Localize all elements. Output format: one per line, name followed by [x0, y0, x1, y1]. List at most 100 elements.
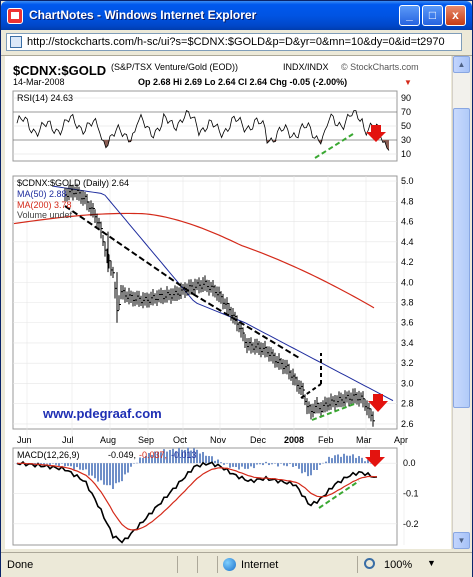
zoom-dropdown-icon[interactable]: ▼ — [427, 558, 436, 568]
macd-tick-label: -0.2 — [403, 519, 419, 529]
macd-histogram-bar — [106, 463, 108, 486]
macd-histogram-bar — [58, 463, 60, 467]
macd-histogram-bar — [193, 448, 195, 464]
address-url[interactable]: http://stockcharts.com/h-sc/ui?s=$CDNX:$… — [27, 36, 445, 48]
macd-histogram-bar — [310, 463, 312, 476]
price-trendline-2 — [192, 293, 302, 360]
macd-histogram-bar — [208, 456, 210, 464]
vertical-scrollbar[interactable]: ▲ ▼ — [452, 56, 470, 549]
macd-histogram-bar — [211, 456, 213, 464]
macd-histogram-bar — [316, 463, 318, 470]
chart-ohlc: Op 2.68 Hi 2.69 Lo 2.64 Cl 2.64 Chg -0.0… — [138, 77, 347, 87]
macd-histogram-bar — [190, 450, 192, 464]
macd-signal-line — [16, 462, 378, 531]
zoom-level[interactable]: 100% — [384, 559, 413, 571]
macd-histogram-bar — [142, 457, 144, 464]
zoom-magnifier-icon — [364, 558, 375, 569]
macd-histogram-bar — [91, 463, 93, 476]
price-tick-label: 3.8 — [401, 298, 414, 308]
macd-line — [16, 460, 378, 544]
macd-histogram-bar — [283, 463, 285, 466]
macd-tick-label: -0.1 — [403, 488, 419, 498]
macd-histogram-bar — [61, 463, 63, 464]
month-label: Oct — [173, 435, 188, 445]
month-label: Jun — [17, 435, 32, 445]
status-divider — [197, 556, 198, 573]
macd-histogram-bar — [223, 463, 225, 465]
macd-histogram-bar — [349, 455, 351, 464]
macd-histogram-bar — [328, 456, 330, 464]
price-tick-label: 2.6 — [401, 419, 414, 429]
price-tick-label: 4.8 — [401, 196, 414, 206]
price-legend-ma50: MA(50) 2.88 — [17, 189, 67, 199]
ma200-line — [13, 212, 375, 309]
close-button[interactable]: x — [445, 5, 466, 26]
rsi-tick-label: 10 — [401, 149, 411, 159]
macd-histogram-bar — [127, 463, 129, 473]
rsi-line — [16, 110, 390, 151]
security-zone[interactable]: Internet — [241, 559, 279, 571]
status-divider — [217, 556, 218, 573]
macd-histogram-bar — [352, 454, 354, 464]
price-legend-main: $CDNX:$GOLD (Daily) 2.64 — [17, 178, 129, 188]
macd-histogram-bar — [241, 463, 243, 467]
scroll-down-button[interactable]: ▼ — [453, 532, 470, 549]
title-bar[interactable]: ChartNotes - Windows Internet Explorer _… — [1, 1, 472, 30]
minimize-button[interactable]: _ — [399, 5, 420, 26]
macd-histogram-bar — [82, 463, 84, 471]
price-tick-label: 2.8 — [401, 399, 414, 409]
month-label: Jul — [62, 435, 74, 445]
chart-symbol: $CDNX:$GOLD — [13, 63, 106, 78]
macd-histogram-bar — [280, 463, 282, 464]
window-title: ChartNotes - Windows Internet Explorer — [29, 8, 257, 22]
macd-histogram-bar — [145, 456, 147, 464]
address-input[interactable]: http://stockcharts.com/h-sc/ui?s=$CDNX:$… — [6, 33, 462, 51]
macd-histogram-bar — [94, 463, 96, 479]
macd-histogram-bar — [265, 461, 267, 464]
macd-histogram-bar — [202, 452, 204, 464]
macd-histogram-bar — [136, 462, 138, 464]
macd-histogram-bar — [100, 463, 102, 481]
price-legend-ma200: MA(200) 3.78 — [17, 200, 72, 210]
macd-histogram-bar — [244, 463, 246, 469]
price-tick-label: 3.2 — [401, 358, 414, 368]
macd-histogram-bar — [97, 463, 99, 482]
macd-histogram-bar — [139, 457, 141, 464]
scroll-up-button[interactable]: ▲ — [453, 56, 470, 73]
maximize-button[interactable]: □ — [422, 5, 443, 26]
macd-histogram-bar — [292, 463, 294, 467]
macd-histogram-bar — [172, 448, 174, 464]
macd-label-signal: -0.037, — [139, 450, 167, 460]
macd-label-value: -0.049, — [108, 450, 136, 460]
macd-histogram-bar — [319, 463, 321, 465]
rsi-label: RSI(14) 24.63 — [17, 93, 73, 103]
macd-histogram-bar — [346, 455, 348, 464]
website-watermark: www.pdegraaf.com — [42, 406, 162, 421]
month-label: Mar — [356, 435, 372, 445]
macd-histogram-bar — [199, 453, 201, 464]
macd-histogram-bar — [232, 463, 234, 467]
chart-date: 14-Mar-2008 — [13, 77, 65, 87]
macd-tick-label: 0.0 — [403, 458, 416, 468]
macd-histogram-bar — [115, 463, 117, 484]
macd-histogram-bar — [304, 463, 306, 473]
address-bar: http://stockcharts.com/h-sc/ui?s=$CDNX:$… — [1, 30, 472, 56]
macd-histogram-bar — [295, 463, 297, 467]
macd-histogram-bar — [85, 463, 87, 470]
page-icon — [10, 36, 22, 48]
ie-app-icon — [7, 8, 23, 24]
macd-histogram-bar — [70, 463, 72, 467]
macd-histogram-bar — [364, 461, 366, 464]
macd-histogram-bar — [307, 463, 309, 477]
macd-histogram-bar — [313, 463, 315, 470]
scroll-thumb[interactable] — [453, 108, 470, 408]
macd-histogram-bar — [73, 463, 75, 470]
macd-histogram-bar — [178, 448, 180, 464]
rsi-tick-label: 50 — [401, 121, 411, 131]
macd-histogram-bar — [331, 458, 333, 464]
price-tick-label: 3.6 — [401, 318, 414, 328]
chg-down-arrow: ▼ — [404, 78, 412, 87]
price-tick-label: 3.0 — [401, 378, 414, 388]
month-label: Feb — [318, 435, 334, 445]
